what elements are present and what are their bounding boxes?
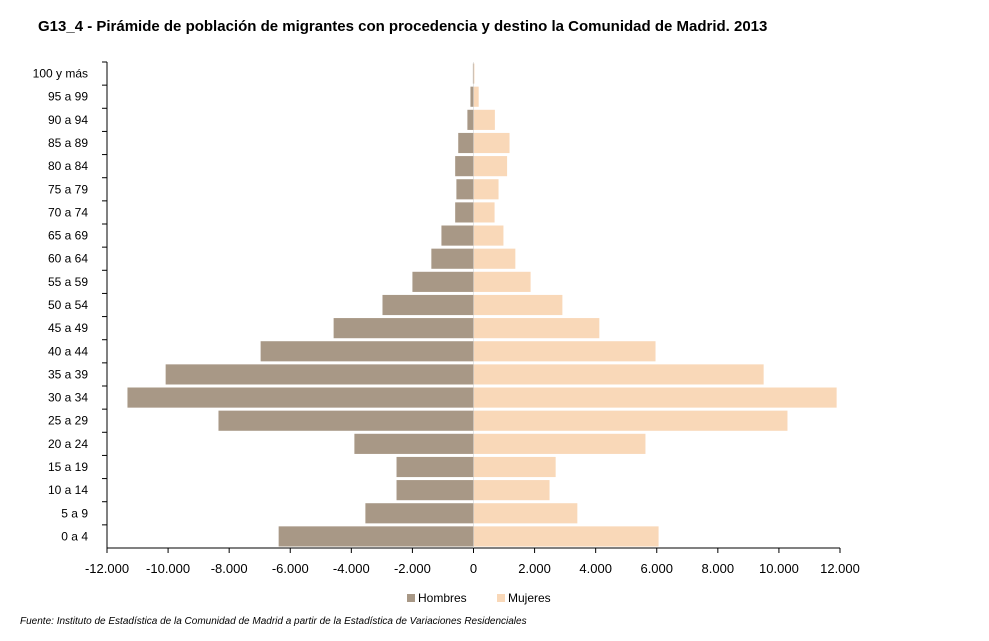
bar-mujeres	[473, 132, 510, 154]
x-tick-label: 6.000	[640, 561, 673, 576]
y-tick-label: 70 a 74	[48, 205, 88, 219]
bar-hombres	[333, 318, 474, 339]
bar-hombres	[218, 410, 474, 431]
bar-hombres	[354, 433, 474, 454]
x-tick-label: -12.000	[85, 561, 129, 576]
bar-mujeres	[473, 387, 837, 408]
bar-hombres	[431, 248, 474, 269]
bar-mujeres	[473, 318, 600, 339]
bar-mujeres	[473, 503, 578, 524]
bar-hombres	[455, 156, 474, 177]
bar-mujeres	[473, 294, 563, 316]
legend-swatch-mujeres	[497, 594, 505, 602]
bar-mujeres	[473, 156, 508, 177]
x-tick-label: 10.000	[759, 561, 799, 576]
y-tick-label: 100 y más	[33, 67, 88, 81]
bar-hombres	[470, 86, 474, 107]
y-tick-label: 5 a 9	[61, 506, 88, 520]
x-tick-label: 12.000	[820, 561, 860, 576]
y-tick-label: 10 a 14	[48, 483, 88, 497]
y-tick-label: 60 a 64	[48, 252, 88, 266]
x-tick-label: 4.000	[579, 561, 612, 576]
legend-label-mujeres: Mujeres	[508, 591, 551, 605]
x-tick-label: -6.000	[272, 561, 309, 576]
y-tick-label: 30 a 34	[48, 391, 88, 405]
bar-mujeres	[473, 109, 495, 130]
bar-hombres	[260, 341, 474, 362]
bar-hombres	[441, 225, 474, 246]
bar-mujeres	[473, 179, 499, 200]
legend-label-hombres: Hombres	[418, 591, 467, 605]
bar-hombres	[365, 503, 474, 524]
chart-title: G13_4 - Pirámide de población de migrant…	[38, 18, 768, 35]
bar-hombres	[396, 456, 474, 478]
x-tick-label: -4.000	[333, 561, 370, 576]
bar-hombres	[472, 63, 474, 84]
y-tick-label: 25 a 29	[48, 414, 88, 428]
y-tick-label: 65 a 69	[48, 229, 88, 243]
bar-mujeres	[473, 341, 656, 362]
y-tick-label: 55 a 59	[48, 275, 88, 289]
y-tick-label: 95 a 99	[48, 90, 88, 104]
x-tick-label: -2.000	[394, 561, 431, 576]
bar-mujeres	[473, 410, 788, 431]
bar-mujeres	[473, 480, 550, 501]
bar-mujeres	[473, 225, 504, 246]
bar-mujeres	[473, 433, 646, 454]
bar-hombres	[278, 526, 474, 547]
bar-mujeres	[473, 526, 659, 547]
bar-mujeres	[473, 202, 495, 223]
y-tick-label: 50 a 54	[48, 298, 88, 312]
y-tick-label: 90 a 94	[48, 113, 88, 127]
bar-mujeres	[473, 86, 479, 107]
bar-hombres	[412, 271, 474, 292]
bar-mujeres	[473, 456, 556, 478]
y-tick-label: 0 a 4	[61, 529, 88, 543]
y-tick-label: 20 a 24	[48, 437, 88, 451]
y-tick-label: 80 a 84	[48, 159, 88, 173]
x-tick-label: -10.000	[146, 561, 190, 576]
bar-mujeres	[473, 364, 764, 385]
bar-hombres	[458, 132, 474, 154]
y-tick-label: 85 a 89	[48, 136, 88, 150]
bar-hombres	[127, 387, 474, 408]
bar-hombres	[396, 480, 474, 501]
bar-mujeres	[473, 63, 475, 84]
x-tick-label: -8.000	[211, 561, 248, 576]
y-tick-label: 75 a 79	[48, 182, 88, 196]
bar-mujeres	[473, 271, 531, 292]
bar-hombres	[455, 202, 474, 223]
x-tick-label: 0	[470, 561, 477, 576]
y-tick-label: 15 a 19	[48, 460, 88, 474]
x-tick-label: 8.000	[702, 561, 735, 576]
legend-swatch-hombres	[407, 594, 415, 602]
x-tick-label: 2.000	[518, 561, 551, 576]
bar-hombres	[165, 364, 474, 385]
y-tick-label: 45 a 49	[48, 321, 88, 335]
bar-hombres	[382, 294, 474, 316]
y-tick-label: 40 a 44	[48, 344, 88, 358]
source-note: Fuente: Instituto de Estadística de la C…	[20, 616, 527, 627]
bar-mujeres	[473, 248, 516, 269]
bar-hombres	[456, 179, 474, 200]
y-tick-label: 35 a 39	[48, 367, 88, 381]
bar-hombres	[467, 109, 474, 130]
